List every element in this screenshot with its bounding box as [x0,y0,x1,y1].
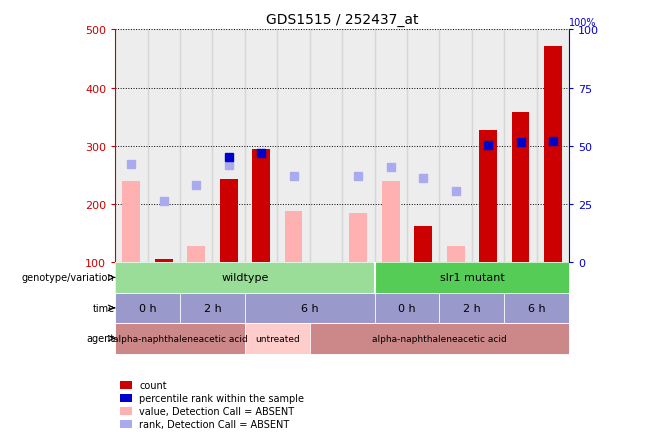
Bar [415,226,432,263]
Bar [245,30,277,263]
Text: 2 h: 2 h [463,303,481,313]
Bar [349,213,367,263]
Text: 0 h: 0 h [398,303,416,313]
Text: 6 h: 6 h [301,303,318,313]
Bar [252,209,270,263]
FancyBboxPatch shape [374,263,569,293]
Text: 2 h: 2 h [203,303,221,313]
Text: 0 h: 0 h [139,303,157,313]
FancyBboxPatch shape [504,293,569,323]
Bar [213,30,245,263]
Bar [342,30,374,263]
Bar [122,181,140,263]
Bar [537,30,569,263]
Title: GDS1515 / 252437_at: GDS1515 / 252437_at [266,13,418,26]
FancyBboxPatch shape [310,323,569,354]
Bar [180,30,213,263]
Bar [544,46,562,263]
Legend: count, percentile rank within the sample, value, Detection Call = ABSENT, rank, : count, percentile rank within the sample… [120,381,305,429]
FancyBboxPatch shape [440,293,504,323]
Bar [479,130,497,263]
FancyBboxPatch shape [245,323,310,354]
FancyBboxPatch shape [245,293,374,323]
FancyBboxPatch shape [115,323,245,354]
Text: time: time [92,303,114,313]
Bar [252,149,270,263]
FancyBboxPatch shape [180,293,245,323]
Bar [310,30,342,263]
Bar [504,30,537,263]
Text: alpha-naphthaleneacetic acid: alpha-naphthaleneacetic acid [113,334,247,343]
Bar [115,30,147,263]
Text: wildtype: wildtype [221,273,268,283]
Bar [472,30,504,263]
FancyBboxPatch shape [115,293,180,323]
Text: agent: agent [86,334,114,343]
Bar [440,30,472,263]
Text: 6 h: 6 h [528,303,545,313]
Bar [220,180,238,263]
Bar [512,113,530,263]
Bar [277,30,310,263]
Bar [407,30,440,263]
FancyBboxPatch shape [374,293,440,323]
Text: alpha-naphthaleneacetic acid: alpha-naphthaleneacetic acid [372,334,507,343]
Bar [374,30,407,263]
Bar [382,181,399,263]
Text: slr1 mutant: slr1 mutant [440,273,504,283]
Bar [147,30,180,263]
Bar [447,247,465,263]
Text: genotype/variation: genotype/variation [22,273,114,283]
Bar [188,247,205,263]
Bar [155,260,172,263]
Text: 100%: 100% [569,18,597,28]
Text: untreated: untreated [255,334,299,343]
Bar [285,211,303,263]
FancyBboxPatch shape [115,263,374,293]
